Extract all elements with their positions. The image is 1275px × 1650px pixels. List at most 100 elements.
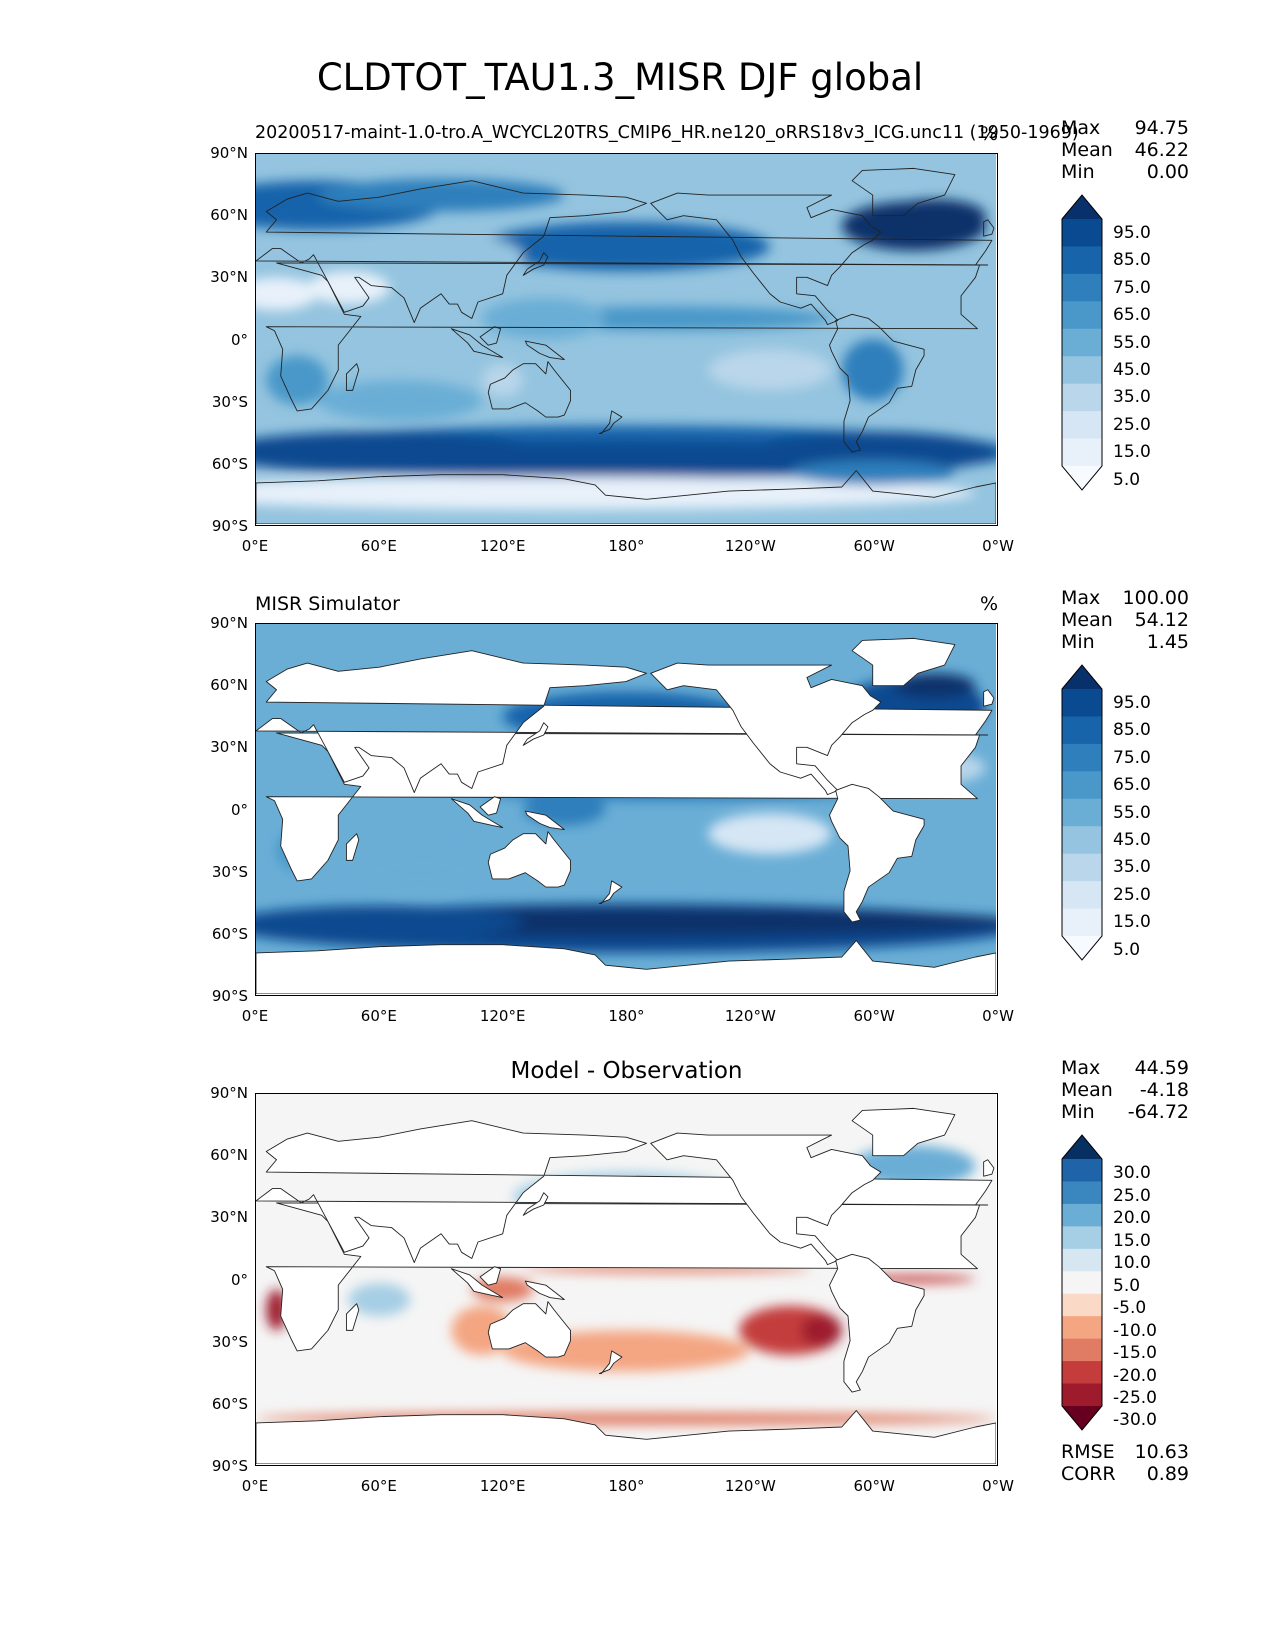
field-blob xyxy=(708,349,832,391)
coastline-eurasia xyxy=(256,1120,993,1263)
coastline-japan xyxy=(522,722,549,746)
field-blob xyxy=(800,1313,842,1347)
stat-value: -4.18 xyxy=(1139,1079,1189,1101)
coastline-uk xyxy=(983,689,995,707)
colorbar-segment xyxy=(1062,1159,1102,1182)
colorbar-tick-label: -30.0 xyxy=(1113,1410,1157,1431)
coastline-indonesia xyxy=(450,328,504,358)
map-svg xyxy=(256,154,996,524)
colorbar-bottom-extension xyxy=(1062,466,1102,490)
colorbar-segment xyxy=(1062,1361,1102,1385)
stat-label: Max xyxy=(1061,117,1101,139)
x-tick-label: 60°E xyxy=(360,1007,397,1025)
coastline-namerica xyxy=(650,192,882,326)
colorbar-segment xyxy=(1062,689,1102,717)
colorbar-tick-label: 25.0 xyxy=(1113,884,1151,905)
field-blob xyxy=(256,277,318,311)
x-tick-label: 120°W xyxy=(724,537,776,555)
colorbar-tick-label: 35.0 xyxy=(1113,387,1151,408)
stat-label: Max xyxy=(1061,587,1101,609)
field-blob xyxy=(749,431,996,473)
x-tick-label: 60°E xyxy=(360,537,397,555)
colorbar-tick-label: 55.0 xyxy=(1113,332,1151,353)
error-metrics: RMSE 10.63 CORR 0.89 xyxy=(1061,1441,1189,1485)
coastline-eurasia xyxy=(256,650,993,793)
field-blob xyxy=(482,363,524,397)
x-tick-label: 60°W xyxy=(853,1477,895,1495)
coastline-japan xyxy=(522,252,549,276)
colorbar-tick-label: 20.0 xyxy=(1113,1208,1151,1229)
y-tick-label: 30°S xyxy=(211,392,248,411)
x-tick-label: 0°W xyxy=(982,1007,1014,1025)
coastline-africa xyxy=(265,262,981,412)
coastline-japan xyxy=(522,1192,549,1216)
field-blob xyxy=(317,178,565,212)
y-tick-label: 90°S xyxy=(211,1457,248,1475)
metric-row: CORR 0.89 xyxy=(1061,1463,1189,1485)
field-blob xyxy=(708,813,832,855)
metric-value: 0.89 xyxy=(1146,1463,1189,1485)
panel-left-title: MISR Simulator xyxy=(255,593,400,615)
stat-row: Max 100.00 xyxy=(1061,587,1189,609)
colorbar-segment xyxy=(1062,438,1102,467)
y-tick-label: 30°N xyxy=(210,738,248,757)
stat-value: 94.75 xyxy=(1134,117,1189,139)
x-tick-label: 0°W xyxy=(982,537,1014,555)
coastline-newguinea xyxy=(524,1280,565,1300)
stat-label: Mean xyxy=(1061,1079,1113,1101)
x-tick-label: 0°E xyxy=(241,537,269,555)
colorbar-tick-label: -15.0 xyxy=(1113,1343,1157,1364)
stat-row: Mean 54.12 xyxy=(1061,609,1189,631)
colorbar-segment xyxy=(1062,771,1102,800)
colorbar-tick-label: -20.0 xyxy=(1113,1365,1157,1386)
field-blob xyxy=(482,221,770,272)
colorbar-tick-label: 25.0 xyxy=(1113,1185,1151,1206)
x-tick-label: 180° xyxy=(608,537,645,555)
colorbar xyxy=(1061,664,1103,961)
colorbar-tick-label: 5.0 xyxy=(1113,1275,1141,1296)
colorbar-tick-label: 15.0 xyxy=(1113,442,1151,463)
y-tick-label: 90°N xyxy=(210,144,248,162)
x-tick-label: 60°W xyxy=(853,1007,895,1025)
x-tick-label: 120°W xyxy=(724,1007,776,1025)
coastline-newguinea xyxy=(524,810,565,830)
map-panel-3 xyxy=(255,1093,998,1466)
stat-value: 1.45 xyxy=(1146,631,1189,653)
colorbar-tick-label: 35.0 xyxy=(1113,857,1151,878)
colorbar-tick-label: -10.0 xyxy=(1113,1320,1157,1341)
coastline-nz xyxy=(598,880,623,904)
x-tick-label: 120°E xyxy=(479,1007,526,1025)
y-tick-label: 60°N xyxy=(210,206,248,225)
colorbar-segment xyxy=(1062,1226,1102,1250)
stat-label: Min xyxy=(1061,161,1095,183)
y-tick-label: 30°S xyxy=(211,862,248,881)
field-blob xyxy=(893,673,976,698)
stat-label: Mean xyxy=(1061,609,1113,631)
stat-row: Max 44.59 xyxy=(1061,1057,1189,1079)
coastline-greenland xyxy=(851,1107,956,1157)
coastline-borneo xyxy=(479,796,502,816)
coastline-namerica xyxy=(650,662,882,796)
coastline-samerica xyxy=(829,783,925,923)
x-tick-label: 180° xyxy=(608,1477,645,1495)
colorbar-tick-label: 45.0 xyxy=(1113,359,1151,380)
coastline-madagascar xyxy=(345,1303,360,1331)
coastline-newguinea xyxy=(524,340,565,360)
coastline-madagascar xyxy=(345,833,360,861)
y-tick-label: 90°N xyxy=(210,614,248,632)
x-tick-label: 60°W xyxy=(853,537,895,555)
colorbar-segment xyxy=(1062,383,1102,412)
colorbar-tick-label: -25.0 xyxy=(1113,1388,1157,1408)
coastlines xyxy=(256,1107,996,1464)
coastline-uk xyxy=(983,219,995,237)
field-blob xyxy=(256,431,544,473)
field-blob xyxy=(482,297,606,339)
stat-label: Min xyxy=(1061,1101,1095,1123)
y-tick-label: 0° xyxy=(230,330,248,349)
stats-block: Max 100.00 Mean 54.12 Min 1.45 xyxy=(1061,587,1189,653)
coastline-australia xyxy=(487,361,571,418)
coastline-australia xyxy=(487,831,571,888)
coastlines xyxy=(256,637,996,994)
map-svg xyxy=(256,1094,996,1464)
panel-units: % xyxy=(979,593,998,615)
